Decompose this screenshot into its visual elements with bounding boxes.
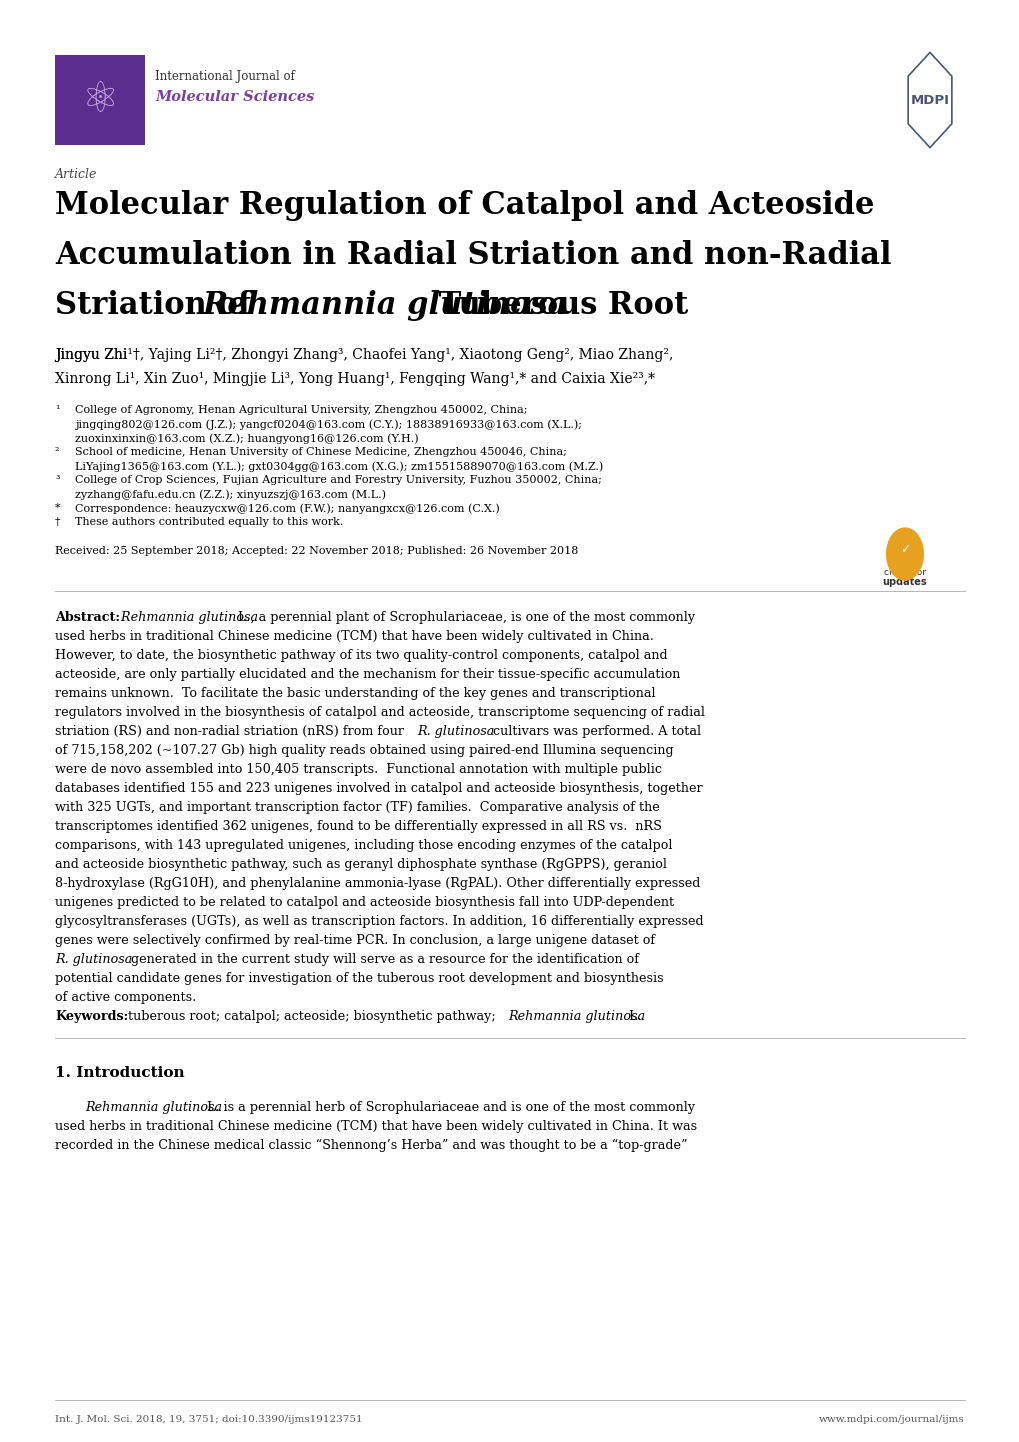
Text: L. is a perennial herb of Scrophulariaceae and is one of the most commonly: L. is a perennial herb of Scrophulariace… [203,1102,694,1115]
Text: Molecular Sciences: Molecular Sciences [155,89,314,104]
Text: used herbs in traditional Chinese medicine (TCM) that have been widely cultivate: used herbs in traditional Chinese medici… [55,1120,696,1133]
Text: Article: Article [55,169,97,182]
Text: L., a perennial plant of Scrophulariaceae, is one of the most commonly: L., a perennial plant of Scrophulariacea… [233,611,694,624]
Text: ²: ² [55,447,59,457]
Text: †: † [55,518,60,526]
Text: ✓: ✓ [899,544,909,557]
Text: zuoxinxinxin@163.com (X.Z.); huangyong16@126.com (Y.H.): zuoxinxinxin@163.com (X.Z.); huangyong16… [75,433,418,444]
Text: recorded in the Chinese medical classic “Shennong’s Herba” and was thought to be: recorded in the Chinese medical classic … [55,1139,687,1152]
Text: LiYajing1365@163.com (Y.L.); gxt0304gg@163.com (X.G.); zm15515889070@163.com (M.: LiYajing1365@163.com (Y.L.); gxt0304gg@1… [75,461,602,472]
Text: ³: ³ [55,474,59,485]
Text: MDPI: MDPI [910,94,949,107]
Text: glycosyltransferases (UGTs), as well as transcription factors. In addition, 16 d: glycosyltransferases (UGTs), as well as … [55,916,703,929]
Text: Correspondence: heauzycxw@126.com (F.W.); nanyangxcx@126.com (C.X.): Correspondence: heauzycxw@126.com (F.W.)… [75,503,499,513]
Text: L.: L. [625,1009,641,1022]
Text: R. glutinosa: R. glutinosa [417,725,494,738]
Text: 8-hydroxylase (RgG10H), and phenylalanine ammonia-lyase (RgPAL). Other different: 8-hydroxylase (RgG10H), and phenylalanin… [55,877,700,890]
Text: jingqing802@126.com (J.Z.); yangcf0204@163.com (C.Y.); 18838916933@163.com (X.L.: jingqing802@126.com (J.Z.); yangcf0204@1… [75,420,582,430]
Text: 1. Introduction: 1. Introduction [55,1066,184,1080]
Text: were de novo assembled into 150,405 transcripts.  Functional annotation with mul: were de novo assembled into 150,405 tran… [55,763,661,776]
Text: College of Crop Sciences, Fujian Agriculture and Forestry University, Fuzhou 350: College of Crop Sciences, Fujian Agricul… [75,474,601,485]
Text: Molecular Regulation of Catalpol and Acteoside: Molecular Regulation of Catalpol and Act… [55,190,873,221]
Text: Xinrong Li¹, Xin Zuo¹, Mingjie Li³, Yong Huang¹, Fengqing Wang¹,* and Caixia Xie: Xinrong Li¹, Xin Zuo¹, Mingjie Li³, Yong… [55,372,654,386]
Text: International Journal of: International Journal of [155,71,294,84]
Text: with 325 UGTs, and important transcription factor (TF) families.  Comparative an: with 325 UGTs, and important transcripti… [55,800,659,813]
Text: www.mdpi.com/journal/ijms: www.mdpi.com/journal/ijms [818,1415,964,1425]
Text: of active components.: of active components. [55,991,196,1004]
Text: ⚛: ⚛ [82,79,118,121]
Text: Received: 25 September 2018; Accepted: 22 November 2018; Published: 26 November : Received: 25 September 2018; Accepted: 2… [55,547,578,557]
Text: unigenes predicted to be related to catalpol and acteoside biosynthesis fall int: unigenes predicted to be related to cata… [55,895,674,908]
Text: remains unknown.  To facilitate the basic understanding of the key genes and tra: remains unknown. To facilitate the basic… [55,686,655,699]
Bar [55,55,145,146]
Text: *: * [55,503,60,513]
Text: Rehmannia glutinosa: Rehmannia glutinosa [507,1009,644,1022]
Text: School of medicine, Henan University of Chinese Medicine, Zhengzhou 450046, Chin: School of medicine, Henan University of … [75,447,567,457]
Text: Rehmannia glutinosa: Rehmannia glutinosa [117,611,258,624]
Text: used herbs in traditional Chinese medicine (TCM) that have been widely cultivate: used herbs in traditional Chinese medici… [55,630,653,643]
Text: transcriptomes identified 362 unigenes, found to be differentially expressed in : transcriptomes identified 362 unigenes, … [55,820,661,833]
Text: Jingyu Zhi: Jingyu Zhi [55,348,131,362]
Text: Rehmannia glutinosa: Rehmannia glutinosa [85,1102,222,1115]
Text: databases identified 155 and 223 unigenes involved in catalpol and acteoside bio: databases identified 155 and 223 unigene… [55,782,702,795]
Text: and acteoside biosynthetic pathway, such as geranyl diphosphate synthase (RgGPPS: and acteoside biosynthetic pathway, such… [55,858,666,871]
Text: of 715,158,202 (~107.27 Gb) high quality reads obtained using paired-end Illumin: of 715,158,202 (~107.27 Gb) high quality… [55,744,673,757]
Text: Abstract:: Abstract: [55,611,120,624]
Text: generated in the current study will serve as a resource for the identification o: generated in the current study will serv… [127,953,638,966]
Text: Striation of: Striation of [55,290,261,322]
Text: tuberous root; catalpol; acteoside; biosynthetic pathway;: tuberous root; catalpol; acteoside; bios… [124,1009,499,1022]
Text: Tuberous Root: Tuberous Root [428,290,688,322]
Text: Rehmannia glutinosa: Rehmannia glutinosa [203,290,568,322]
Text: comparisons, with 143 upregulated unigenes, including those encoding enzymes of : comparisons, with 143 upregulated unigen… [55,839,672,852]
Text: cultivars was performed. A total: cultivars was performed. A total [488,725,700,738]
Text: Jingyu Zhi¹†, Yajing Li²†, Zhongyi Zhang³, Chaofei Yang¹, Xiaotong Geng², Miao Z: Jingyu Zhi¹†, Yajing Li²†, Zhongyi Zhang… [55,348,673,362]
Text: R. glutinosa: R. glutinosa [55,953,132,966]
Text: These authors contributed equally to this work.: These authors contributed equally to thi… [75,518,343,526]
Text: ¹: ¹ [55,405,59,415]
Text: Accumulation in Radial Striation and non-Radial: Accumulation in Radial Striation and non… [55,239,891,271]
Text: College of Agronomy, Henan Agricultural University, Zhengzhou 450002, China;: College of Agronomy, Henan Agricultural … [75,405,527,415]
Text: striation (RS) and non-radial striation (nRS) from four: striation (RS) and non-radial striation … [55,725,408,738]
Text: acteoside, are only partially elucidated and the mechanism for their tissue-spec: acteoside, are only partially elucidated… [55,668,680,681]
Text: Int. J. Mol. Sci. 2018, 19, 3751; doi:10.3390/ijms19123751: Int. J. Mol. Sci. 2018, 19, 3751; doi:10… [55,1415,363,1425]
Text: regulators involved in the biosynthesis of catalpol and acteoside, transcriptome: regulators involved in the biosynthesis … [55,707,704,720]
Text: check for: check for [883,568,925,577]
Text: zyzhang@fafu.edu.cn (Z.Z.); xinyuzszj@163.com (M.L.): zyzhang@fafu.edu.cn (Z.Z.); xinyuzszj@16… [75,489,385,499]
Text: However, to date, the biosynthetic pathway of its two quality-control components: However, to date, the biosynthetic pathw… [55,649,667,662]
Text: genes were selectively confirmed by real-time PCR. In conclusion, a large unigen: genes were selectively confirmed by real… [55,934,654,947]
Circle shape [886,528,922,580]
Text: updates: updates [881,577,926,587]
Text: Keywords:: Keywords: [55,1009,128,1022]
Text: potential candidate genes for investigation of the tuberous root development and: potential candidate genes for investigat… [55,972,663,985]
